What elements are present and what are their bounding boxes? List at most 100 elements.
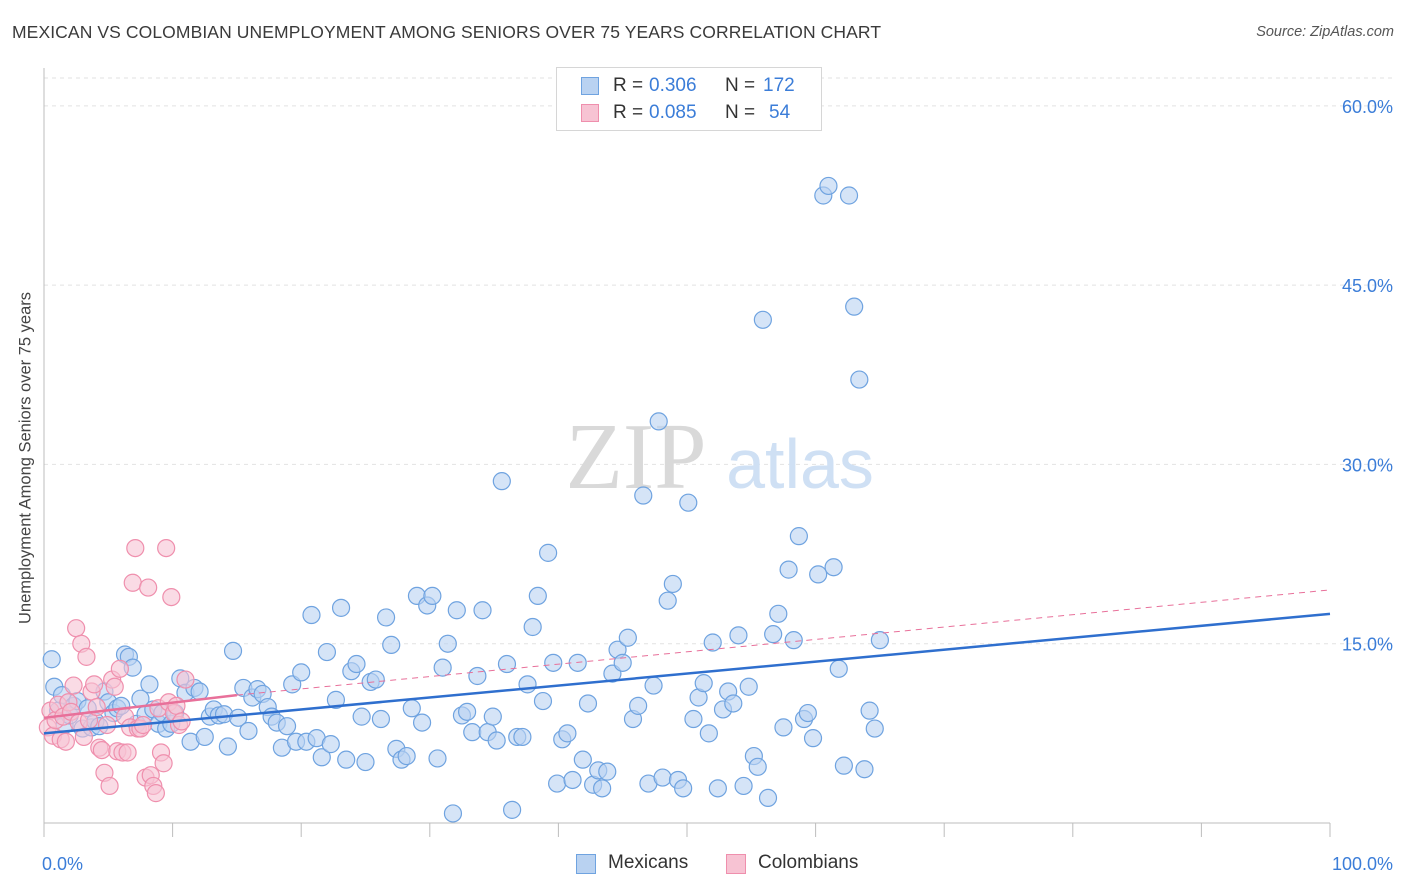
data-point [829,659,848,678]
legend-n-value: 54 [769,102,791,123]
y-tick-label: 45.0% [1342,276,1393,296]
data-point [110,659,129,678]
data-point [708,779,727,798]
data-point [223,641,243,660]
legend-swatch-mexicans [581,77,599,95]
data-point [518,675,537,694]
legend-r-label: R = [613,102,644,123]
data-point [809,565,828,584]
data-point [503,800,522,819]
data-point [85,675,104,694]
data-point [774,718,793,737]
data-point [443,804,463,823]
data-point [366,670,385,689]
data-point [663,574,682,594]
y-tick-label: 15.0% [1342,635,1393,655]
correlation-legend: R = 0.306 N = 172 R = 0.085 N = 54 [556,67,822,131]
data-point [356,752,375,772]
data-point [694,674,713,693]
series-colombians [38,538,195,803]
data-point [513,727,532,747]
series-mexicans [42,176,890,823]
data-point [523,617,542,637]
chart-title: MEXICAN VS COLOMBIAN UNEMPLOYMENT AMONG … [12,22,882,42]
data-point [845,297,864,316]
data-point [528,586,547,606]
data-point [347,654,366,674]
data-point [412,713,432,732]
data-point [870,631,890,650]
data-point [195,727,214,747]
data-point [764,625,783,644]
data-point [855,760,874,779]
data-point [321,735,340,754]
data-point [653,768,672,787]
data-point [463,723,482,742]
data-point [578,694,598,713]
legend-r-value: 0.306 [649,75,697,96]
trend-line-colombians [43,693,238,720]
legend-r-label: R = [613,75,644,96]
data-point [331,598,351,617]
data-point [139,578,158,597]
data-point [684,709,703,729]
data-point [56,732,75,751]
legend-n-label: N = [725,102,756,123]
data-point [593,779,612,798]
legend-swatch-colombians [726,854,746,874]
data-point [699,724,718,743]
data-point [860,701,879,720]
data-point [758,788,778,808]
data-point [154,754,173,773]
axes [43,68,1331,837]
data-point [457,702,477,721]
data-point [447,601,466,620]
legend-label-colombians: Colombians [758,852,859,873]
data-point [769,604,788,623]
legend-swatch-colombians [581,104,599,122]
y-tick-label: 60.0% [1342,97,1393,117]
data-point [784,631,803,650]
data-point [146,784,165,803]
data-point [352,707,371,726]
data-point [337,750,356,769]
data-point [167,696,186,715]
data-point [126,538,145,558]
data-point [729,626,748,645]
data-point [803,729,823,748]
data-point [850,370,869,389]
data-point [492,472,511,491]
data-point [644,676,663,695]
source-label: Source: ZipAtlas.com [1256,24,1394,40]
data-point [317,642,337,662]
data-point [397,746,416,766]
data-point [613,653,632,672]
tick-labels: 15.0% 30.0% 45.0% 60.0% 0.0% 100.0% [42,97,1393,874]
x-tick-label: 100.0% [1332,854,1393,874]
x-tick-label: 0.0% [42,854,83,874]
watermark-atlas: atlas [726,425,874,503]
legend-n-value: 172 [763,75,795,96]
legend-swatch-mexicans [576,854,596,874]
data-point [239,721,258,741]
data-point [302,605,321,625]
data-point [468,666,487,686]
data-point [834,756,853,775]
data-point [824,558,843,577]
data-point [779,560,798,579]
data-point [734,776,753,796]
data-point [563,770,582,790]
data-point [292,663,311,682]
data-point [326,690,346,709]
data-point [865,719,884,738]
data-point [277,717,297,736]
data-point [568,653,587,672]
data-point [105,677,124,696]
points [38,176,890,823]
data-point [100,776,119,796]
data-point [118,743,137,762]
trend-line-colombians-extended [236,589,1331,696]
data-point [382,635,401,655]
data-point [598,762,617,781]
data-point [428,749,447,768]
